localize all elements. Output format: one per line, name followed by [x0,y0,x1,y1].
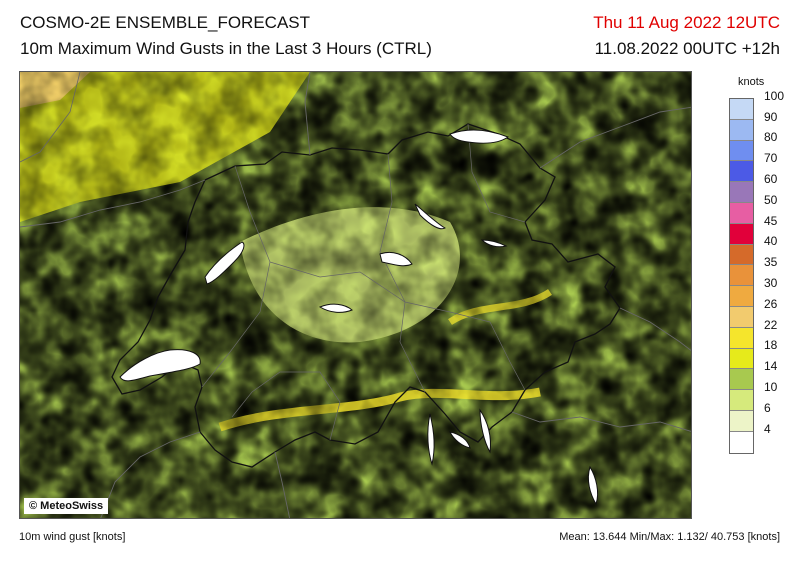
colorbar-label: 50 [764,192,778,207]
lake-lugano [449,431,471,449]
forecast-map: © MeteoSwiss [19,71,692,519]
colorbar-swatch [730,348,753,370]
colorbar-swatch [730,306,753,328]
colorbar-label: 90 [764,109,778,124]
colorbar-label: 80 [764,130,778,145]
lake-constance [449,129,510,144]
colorbar-swatch [730,390,753,411]
valid-time: Thu 11 Aug 2022 12UTC [593,13,780,32]
colorbar-label: 6 [764,400,771,415]
map-title: COSMO-2E ENSEMBLE_FORECAST [20,13,311,32]
colorbar-label: 40 [764,234,778,249]
lake-maggiore [427,413,435,466]
colorbar-swatch [730,265,753,287]
meteoswiss-credit: © MeteoSwiss [24,498,109,514]
colorbar-label: 30 [764,276,778,290]
colorbar-swatch [730,369,753,391]
colorbar-swatch [730,410,753,432]
lake-lucerne [379,251,413,267]
lake-como [479,408,491,454]
colorbar-swatch [730,161,753,183]
run-info: 11.08.2022 00UTC +12h [594,39,780,58]
colorbar-label: 10 [764,380,778,394]
colorbar-swatch [730,99,753,120]
colorbar-swatch [730,431,753,453]
lake-zurich [414,203,446,230]
map-subtitle: 10m Maximum Wind Gusts in the Last 3 Hou… [20,39,432,58]
lake-walen [480,239,508,248]
lake-garda [587,465,599,506]
colorbar-swatch [730,202,753,224]
colorbar-swatch [730,244,753,266]
colorbar-label: 26 [764,296,778,311]
colorbar-label: 70 [764,151,778,166]
colorbar-label: 22 [764,317,778,332]
colorbar-swatch [730,223,753,245]
colorbar-label: 4 [764,421,771,436]
colorbar-swatch [730,119,753,141]
legend-unit: knots [738,76,765,88]
colorbar-swatch [730,286,753,307]
colorbar [729,98,754,454]
colorbar-label: 60 [764,172,778,186]
colorbar-label: 14 [764,359,778,374]
colorbar-label: 45 [764,213,778,228]
lake-thun [318,303,353,313]
colorbar-label: 35 [764,255,778,270]
lake-geneva [119,349,201,382]
footer-stats: Mean: 13.644 Min/Max: 1.132/ 40.753 [kno… [559,531,780,543]
colorbar-swatch [730,182,753,203]
footer-variable: 10m wind gust [knots] [19,531,126,543]
colorbar-label: 100 [764,88,785,103]
colorbar-swatch [730,140,753,162]
wind-gust-field [20,72,691,518]
colorbar-swatch [730,327,753,349]
colorbar-label: 18 [764,338,778,353]
lake-neuchatel [204,241,245,285]
